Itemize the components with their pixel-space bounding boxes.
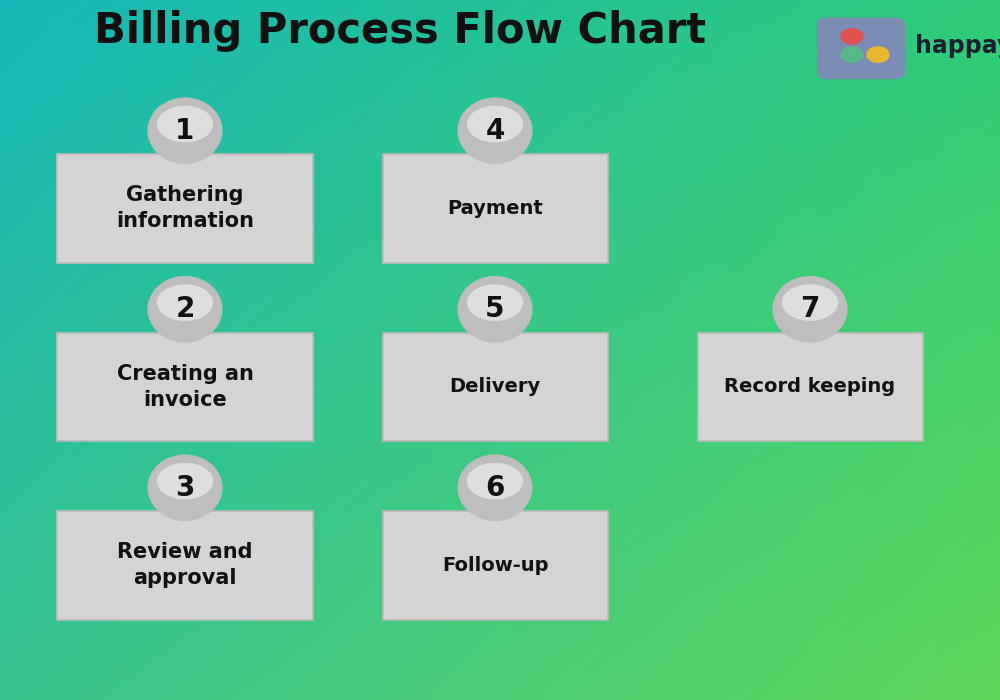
Ellipse shape [148,454,222,521]
Text: Follow-up: Follow-up [442,556,548,575]
Text: 6: 6 [485,474,505,502]
Ellipse shape [772,276,848,342]
Ellipse shape [782,284,838,321]
Ellipse shape [148,97,222,164]
Text: Payment: Payment [447,199,543,218]
Ellipse shape [148,454,222,521]
FancyBboxPatch shape [382,332,608,441]
Ellipse shape [467,106,523,142]
FancyBboxPatch shape [57,154,312,262]
Ellipse shape [772,276,848,342]
Ellipse shape [157,284,213,321]
Ellipse shape [467,284,523,321]
Circle shape [867,47,889,62]
FancyBboxPatch shape [57,511,312,620]
Text: 4: 4 [485,117,505,145]
Ellipse shape [148,97,222,164]
Ellipse shape [157,463,213,499]
Text: Billing Process Flow Chart: Billing Process Flow Chart [94,10,706,52]
FancyBboxPatch shape [382,154,608,262]
Text: Creating an
invoice: Creating an invoice [117,364,253,409]
Text: 3: 3 [175,474,195,502]
Ellipse shape [458,454,532,521]
Ellipse shape [458,454,532,521]
Text: 2: 2 [175,295,195,323]
FancyBboxPatch shape [817,18,905,79]
Ellipse shape [458,97,532,164]
Text: 5: 5 [485,295,505,323]
Text: Review and
approval: Review and approval [117,542,253,588]
FancyBboxPatch shape [382,511,608,620]
Circle shape [841,47,863,62]
Ellipse shape [458,276,532,342]
Ellipse shape [458,97,532,164]
Text: Delivery: Delivery [449,377,541,396]
Circle shape [841,29,863,44]
FancyBboxPatch shape [698,332,922,441]
Text: 7: 7 [800,295,820,323]
FancyBboxPatch shape [57,332,312,441]
Ellipse shape [148,276,222,342]
Ellipse shape [148,276,222,342]
Ellipse shape [157,106,213,142]
Text: 1: 1 [175,117,195,145]
Text: happay: happay [915,34,1000,57]
Ellipse shape [467,463,523,499]
Text: Gathering
information: Gathering information [116,186,254,231]
Ellipse shape [458,276,532,342]
Circle shape [867,29,889,44]
Text: Record keeping: Record keeping [724,377,896,396]
